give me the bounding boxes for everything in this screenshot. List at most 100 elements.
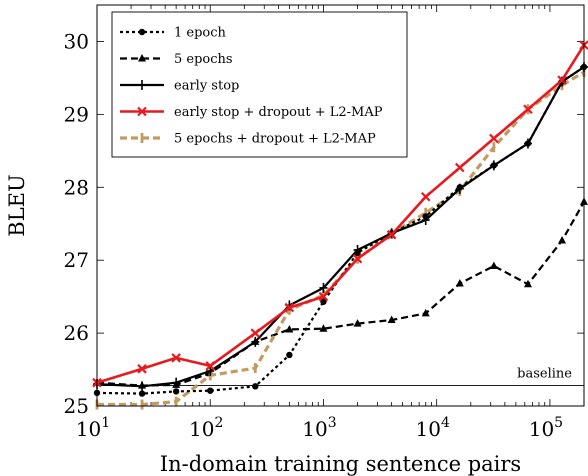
x-tick-label: 102 bbox=[189, 415, 223, 441]
legend-label: 1 epoch bbox=[174, 26, 227, 41]
data-point bbox=[138, 54, 146, 62]
point-circle bbox=[207, 387, 214, 394]
legend-label: early stop + dropout + L2-MAP bbox=[174, 105, 383, 120]
data-point bbox=[207, 387, 214, 394]
point-cross-b bbox=[137, 106, 147, 117]
legend-item: 1 epoch bbox=[120, 26, 227, 41]
point-cross-b bbox=[420, 191, 431, 202]
data-point bbox=[558, 235, 567, 244]
point-triangle bbox=[285, 324, 294, 333]
point-circle bbox=[252, 383, 259, 390]
data-point bbox=[523, 104, 533, 115]
data-point bbox=[138, 381, 147, 392]
x-tick-label: 101 bbox=[76, 415, 110, 441]
y-tick-label: 28 bbox=[64, 175, 89, 199]
x-tick-labels: 101 102 103 104 105 bbox=[76, 415, 563, 441]
point-circle bbox=[172, 388, 180, 395]
data-point bbox=[285, 324, 294, 333]
data-point bbox=[352, 253, 363, 264]
legend: 1 epoch 5 epochs early stop early stop + dr… bbox=[111, 11, 408, 158]
x-axis-title: In-domain training sentence pairs bbox=[160, 452, 521, 476]
data-point bbox=[284, 302, 295, 313]
point-triangle bbox=[489, 261, 498, 270]
point-triangle bbox=[523, 279, 532, 288]
data-point bbox=[353, 319, 362, 327]
point-cross-b bbox=[318, 291, 329, 302]
data-point bbox=[320, 298, 327, 305]
x-tick-label: 105 bbox=[529, 415, 563, 441]
data-point bbox=[489, 160, 498, 171]
point-cross-b bbox=[455, 162, 465, 173]
point-circle bbox=[286, 351, 293, 359]
x-tick-base: 10 bbox=[529, 417, 554, 441]
data-point bbox=[420, 191, 431, 202]
data-point bbox=[455, 279, 464, 287]
point-triangle bbox=[138, 54, 146, 62]
data-point bbox=[353, 244, 362, 255]
x-tick-exponent: 4 bbox=[441, 415, 450, 431]
point-cross-b bbox=[250, 328, 261, 338]
point-cross-b bbox=[386, 229, 397, 240]
data-point bbox=[319, 324, 328, 332]
x-tick-base: 10 bbox=[76, 417, 101, 441]
legend-label: 5 epochs + dropout + L2-MAP bbox=[174, 132, 376, 147]
data-point bbox=[206, 366, 215, 377]
data-point bbox=[252, 383, 259, 390]
data-point bbox=[138, 28, 146, 36]
point-triangle bbox=[387, 315, 396, 323]
data-point bbox=[386, 229, 397, 240]
point-triangle bbox=[319, 324, 328, 332]
point-triangle bbox=[421, 308, 430, 317]
data-point bbox=[455, 162, 465, 173]
series-line bbox=[96, 201, 585, 387]
data-point bbox=[251, 336, 260, 347]
point-cross-b bbox=[137, 364, 147, 374]
y-axis-title: BLEU bbox=[5, 174, 29, 236]
y-tick-label: 30 bbox=[64, 29, 89, 53]
x-tick-exponent: 2 bbox=[214, 415, 223, 431]
point-cross-b bbox=[523, 104, 533, 115]
point-cross-b bbox=[557, 75, 567, 85]
data-point bbox=[137, 364, 147, 374]
legend-item: 5 epochs bbox=[120, 52, 233, 67]
data-point bbox=[172, 377, 181, 388]
data-point bbox=[319, 282, 328, 293]
data-point bbox=[172, 388, 180, 395]
data-point bbox=[138, 390, 146, 397]
data-point bbox=[286, 351, 293, 359]
legend-item: 5 epochs + dropout + L2-MAP bbox=[120, 132, 376, 147]
x-tick-label: 104 bbox=[415, 415, 449, 441]
legend-label: early stop bbox=[174, 79, 239, 94]
point-cross-b bbox=[489, 133, 499, 144]
point-triangle bbox=[558, 235, 567, 244]
data-point bbox=[138, 80, 146, 90]
point-triangle bbox=[353, 319, 362, 327]
data-point bbox=[523, 138, 532, 149]
baseline-label: baseline bbox=[517, 367, 572, 382]
point-circle bbox=[138, 390, 146, 397]
data-point bbox=[137, 106, 147, 117]
y-tick-label: 26 bbox=[64, 321, 89, 345]
point-cross-b bbox=[171, 353, 181, 363]
y-tick-labels: 25 26 27 28 29 30 bbox=[64, 29, 89, 418]
legend-label: 5 epochs bbox=[174, 52, 233, 67]
x-tick-base: 10 bbox=[302, 417, 327, 441]
data-point bbox=[489, 261, 498, 270]
data-point bbox=[387, 315, 396, 323]
data-point bbox=[205, 361, 216, 371]
x-tick-base: 10 bbox=[189, 417, 214, 441]
x-tick-exponent: 1 bbox=[101, 415, 110, 431]
y-tick-label: 25 bbox=[64, 394, 89, 418]
x-tick-exponent: 3 bbox=[328, 415, 337, 431]
point-cross-b bbox=[284, 302, 295, 313]
data-point bbox=[455, 183, 464, 194]
point-circle bbox=[138, 28, 146, 36]
point-triangle bbox=[455, 279, 464, 287]
point-circle bbox=[320, 298, 327, 305]
y-tick-label: 27 bbox=[64, 248, 89, 272]
point-cross-b bbox=[205, 361, 216, 371]
data-point bbox=[250, 328, 261, 338]
data-point bbox=[171, 353, 181, 363]
data-point bbox=[557, 75, 567, 85]
